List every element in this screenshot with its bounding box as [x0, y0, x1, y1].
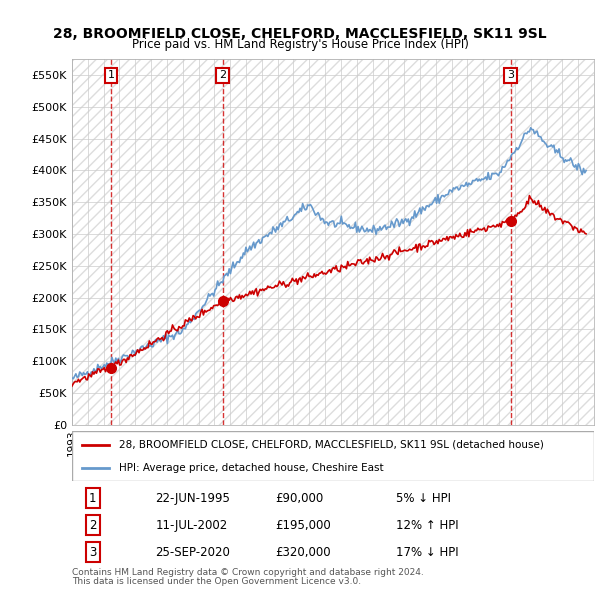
FancyBboxPatch shape: [72, 431, 594, 481]
Text: £90,000: £90,000: [275, 491, 324, 504]
Text: HPI: Average price, detached house, Cheshire East: HPI: Average price, detached house, Ches…: [119, 463, 383, 473]
Text: 17% ↓ HPI: 17% ↓ HPI: [395, 546, 458, 559]
Text: Price paid vs. HM Land Registry's House Price Index (HPI): Price paid vs. HM Land Registry's House …: [131, 38, 469, 51]
Text: 11-JUL-2002: 11-JUL-2002: [155, 519, 228, 532]
Text: 3: 3: [89, 546, 97, 559]
Text: 1: 1: [89, 491, 97, 504]
Text: 5% ↓ HPI: 5% ↓ HPI: [395, 491, 451, 504]
Text: 1: 1: [107, 70, 115, 80]
Bar: [72, 59, 594, 425]
Text: £320,000: £320,000: [275, 546, 331, 559]
Bar: [72, 59, 594, 425]
Text: £195,000: £195,000: [275, 519, 331, 532]
Text: 2: 2: [89, 519, 97, 532]
Text: 28, BROOMFIELD CLOSE, CHELFORD, MACCLESFIELD, SK11 9SL: 28, BROOMFIELD CLOSE, CHELFORD, MACCLESF…: [53, 27, 547, 41]
Text: This data is licensed under the Open Government Licence v3.0.: This data is licensed under the Open Gov…: [72, 577, 361, 586]
Text: 22-JUN-1995: 22-JUN-1995: [155, 491, 230, 504]
Text: 2: 2: [219, 70, 226, 80]
Text: 3: 3: [507, 70, 514, 80]
Text: 25-SEP-2020: 25-SEP-2020: [155, 546, 230, 559]
Text: Contains HM Land Registry data © Crown copyright and database right 2024.: Contains HM Land Registry data © Crown c…: [72, 568, 424, 576]
Text: 12% ↑ HPI: 12% ↑ HPI: [395, 519, 458, 532]
Text: 28, BROOMFIELD CLOSE, CHELFORD, MACCLESFIELD, SK11 9SL (detached house): 28, BROOMFIELD CLOSE, CHELFORD, MACCLESF…: [119, 440, 544, 450]
